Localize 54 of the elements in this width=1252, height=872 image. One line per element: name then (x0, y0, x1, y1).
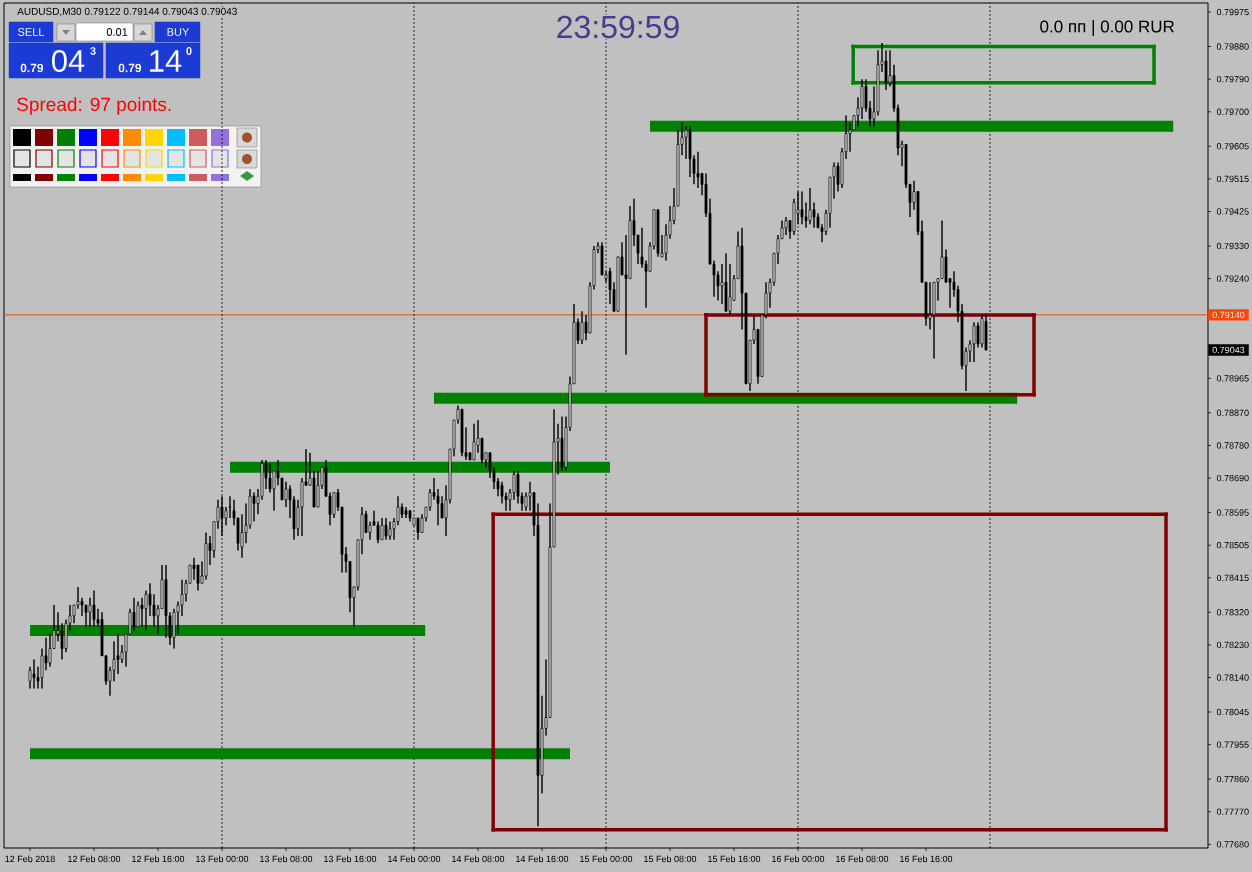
y-tick-label: 0.79700 (1216, 108, 1249, 115)
x-tick-label: 13 Feb 16:00 (324, 855, 377, 863)
x-tick-label: 16 Feb 00:00 (772, 855, 825, 863)
y-tick-label: 0.77770 (1216, 808, 1249, 815)
y-tick-label: 0.79605 (1216, 143, 1249, 150)
y-tick-label: 0.78140 (1216, 674, 1249, 681)
chart-title: AUDUSD,M30 0.79122 0.79144 0.79043 0.79043 (17, 7, 237, 17)
annotation: 0.79 (118, 63, 142, 73)
annotation: 23:59:59 (557, 15, 679, 39)
y-tick-label: 0.79330 (1216, 242, 1249, 250)
y-tick-label: 0.77860 (1216, 775, 1249, 783)
y-tick-label: 0.78595 (1216, 509, 1249, 516)
annotation: 14 (150, 50, 182, 72)
annotation: Spread: 97 points. (17, 97, 171, 115)
x-tick-label: 15 Feb 16:00 (708, 855, 761, 863)
x-tick-label: 14 Feb 00:00 (388, 855, 441, 863)
x-tick-label: 15 Feb 08:00 (644, 855, 697, 863)
annotation: BUY (167, 28, 190, 36)
x-tick-label: 13 Feb 08:00 (260, 855, 313, 863)
ref-line-label: 0.79140 (1212, 311, 1245, 319)
x-tick-label: 12 Feb 08:00 (68, 855, 121, 863)
annotation: 0.79 (20, 63, 44, 73)
y-tick-label: 0.79515 (1216, 175, 1249, 183)
y-tick-label: 0.78415 (1216, 574, 1249, 582)
annotation: 0 (186, 47, 192, 55)
x-tick-label: 14 Feb 08:00 (452, 855, 505, 863)
y-tick-label: 0.78045 (1216, 708, 1249, 716)
annotation: 0.01 (106, 28, 128, 36)
x-tick-label: 12 Feb 2018 (5, 855, 55, 863)
y-tick-label: 0.78965 (1216, 375, 1249, 382)
annotation: 0.0 пп | 0.00 RUR (1040, 20, 1175, 36)
annotation: 04 (51, 50, 85, 72)
y-tick-label: 0.77680 (1216, 841, 1249, 848)
x-tick-label: 16 Feb 08:00 (836, 855, 889, 863)
x-tick-label: 16 Feb 16:00 (900, 855, 953, 863)
y-tick-label: 0.79880 (1216, 43, 1249, 50)
y-tick-label: 0.78320 (1216, 609, 1249, 616)
y-tick-label: 0.79975 (1216, 8, 1249, 16)
annotation: SELL (18, 28, 45, 36)
y-tick-label: 0.77955 (1216, 741, 1249, 748)
y-tick-label: 0.78505 (1216, 541, 1249, 549)
text: 0.79043 (1212, 346, 1245, 354)
y-tick-label: 0.79790 (1216, 75, 1249, 83)
annotation: 3 (90, 47, 96, 55)
y-tick-label: 0.79425 (1216, 208, 1249, 215)
x-tick-label: 14 Feb 16:00 (516, 855, 569, 863)
x-tick-label: 12 Feb 16:00 (132, 855, 185, 863)
y-tick-label: 0.78690 (1216, 474, 1249, 482)
y-tick-label: 0.79240 (1216, 275, 1249, 282)
y-tick-label: 0.78870 (1216, 409, 1249, 416)
y-tick-label: 0.78780 (1216, 442, 1249, 449)
x-tick-label: 15 Feb 00:00 (580, 855, 633, 863)
x-tick-label: 13 Feb 00:00 (196, 855, 249, 863)
y-tick-label: 0.78230 (1216, 641, 1249, 649)
